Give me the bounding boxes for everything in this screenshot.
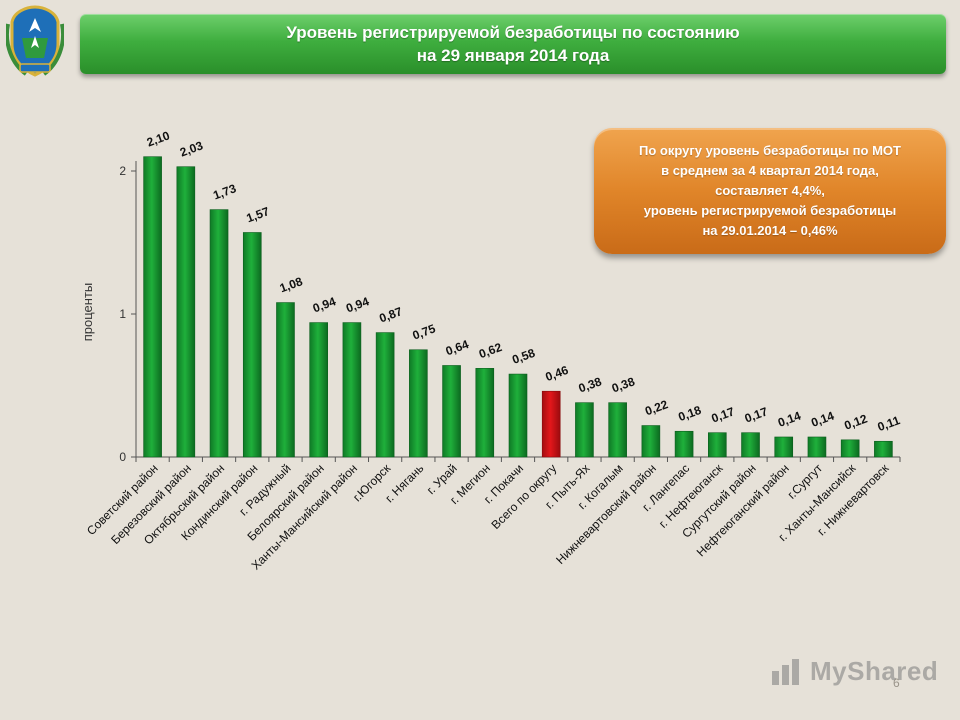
- bar: [209, 209, 229, 458]
- y-tick-label: 1: [119, 307, 126, 321]
- bar: [475, 368, 495, 458]
- bar-value-label: 0,94: [311, 294, 338, 315]
- bar: [309, 322, 328, 458]
- coat-of-arms-icon: [6, 5, 64, 77]
- bar-value-label: 0,12: [842, 411, 869, 432]
- title-line-2: на 29 января 2014 года: [416, 46, 610, 65]
- bar: [242, 232, 262, 458]
- bar-value-label: 0,17: [743, 404, 770, 425]
- chart-bars: [143, 156, 893, 458]
- callout-line-1: По округу уровень безработицы по МОТ: [639, 143, 901, 158]
- callout-line-5: на 29.01.2014 – 0,46%: [702, 223, 838, 238]
- bar: [774, 436, 794, 458]
- bar: [541, 390, 561, 458]
- title-banner: Уровень регистрируемой безработицы по со…: [80, 14, 946, 74]
- bar: [143, 156, 162, 458]
- bar: [176, 166, 196, 458]
- bar: [641, 425, 661, 458]
- bar-value-label: 1,08: [278, 274, 305, 295]
- bar-value-label: 0,62: [477, 340, 504, 361]
- y-tick-label: 0: [119, 450, 126, 464]
- bar: [674, 430, 694, 458]
- page-number: 6: [893, 676, 900, 690]
- callout-line-3: составляет 4,4%,: [715, 183, 825, 198]
- bar: [409, 349, 428, 458]
- bar-value-label: 0,46: [543, 363, 570, 384]
- bar-value-label: 1,57: [244, 204, 271, 225]
- bar-value-label: 0,75: [411, 321, 438, 342]
- bar: [807, 436, 827, 458]
- y-axis-label: проценты: [80, 283, 95, 342]
- bar: [508, 373, 528, 458]
- callout-line-4: уровень регистрируемой безработицы: [643, 203, 897, 218]
- bar-value-label: 0,38: [610, 374, 637, 395]
- bar: [840, 439, 860, 458]
- bar-value-label: 0,11: [876, 413, 902, 434]
- bar-value-label: 2,03: [178, 138, 205, 159]
- bar: [874, 440, 893, 458]
- watermark: MyShared: [770, 656, 938, 687]
- myshared-logo-icon: [772, 658, 799, 685]
- bar-value-label: 0,58: [510, 346, 537, 367]
- bar-value-label: 1,73: [211, 181, 238, 202]
- bar-value-label: 0,18: [676, 403, 703, 424]
- bar-value-label: 0,64: [444, 337, 471, 358]
- bar: [741, 432, 760, 458]
- watermark-text: MyShared: [810, 656, 939, 686]
- bar: [442, 365, 461, 458]
- title-line-1: Уровень регистрируемой безработицы по со…: [286, 23, 740, 42]
- bar-value-label: 0,38: [577, 374, 604, 395]
- bar-value-label: 0,14: [809, 409, 836, 430]
- callout-line-2: в среднем за 4 квартал 2014 года,: [661, 163, 879, 178]
- bar-value-label: 2,10: [145, 128, 172, 149]
- bar: [708, 432, 727, 458]
- summary-callout: По округу уровень безработицы по МОТ в с…: [594, 128, 946, 254]
- bar-value-label: 0,94: [344, 294, 371, 315]
- bar: [276, 302, 295, 458]
- bar-value-label: 0,17: [710, 404, 737, 425]
- bar-value-label: 0,22: [643, 397, 670, 418]
- bar-value-label: 0,14: [776, 409, 803, 430]
- bar: [342, 322, 362, 458]
- y-tick-label: 2: [119, 164, 126, 178]
- bar-value-label: 0,87: [377, 304, 404, 325]
- bar: [608, 402, 627, 458]
- bar: [375, 332, 395, 458]
- bar: [575, 402, 594, 458]
